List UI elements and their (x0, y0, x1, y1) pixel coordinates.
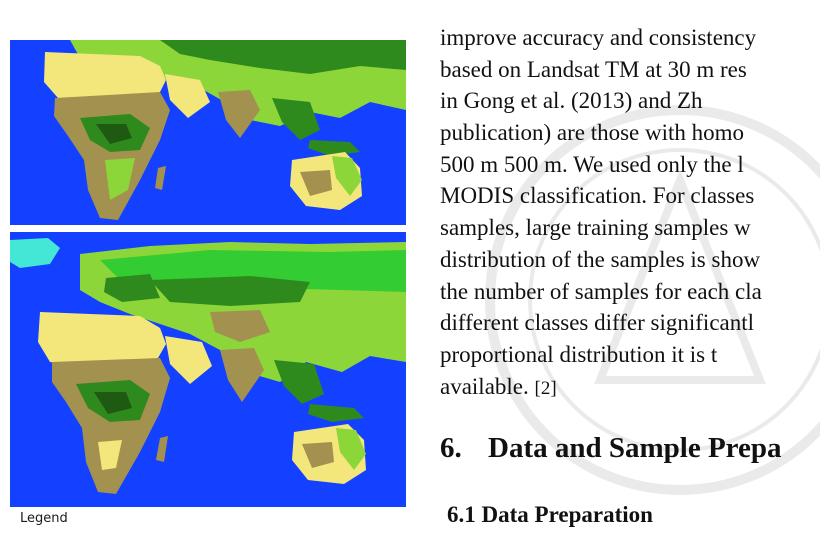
body-text-line: proportional distribution it is t (440, 341, 718, 367)
india-landmass (218, 90, 260, 138)
siberian-forest (150, 276, 310, 306)
citation-reference: [2] (534, 377, 557, 399)
southern-africa-grassland (105, 158, 135, 200)
body-text-line: improve accuracy and consistency (440, 25, 757, 50)
map-top-graphic (10, 40, 406, 225)
land-cover-map-bottom (10, 232, 406, 507)
subsection-heading: 6.1 Data Preparation (447, 502, 653, 527)
australia-savanna (302, 442, 334, 468)
map-bottom-graphic (10, 232, 406, 507)
body-text-line: based on Landsat TM at 30 m res (440, 56, 747, 82)
australia-east-grassland (332, 156, 362, 196)
body-text-line: in Gong et al. (2013) and Zh (440, 88, 703, 114)
section-number: 6. (440, 432, 462, 464)
japan-korea-region (340, 322, 380, 354)
southeast-asia-forest (274, 360, 324, 404)
body-text-line: MODIS classification. For classes (440, 183, 755, 209)
arabian-desert (165, 74, 210, 118)
india-landmass (220, 348, 264, 402)
indonesia-islands (308, 140, 360, 156)
madagascar (156, 436, 168, 462)
land-cover-map-top (10, 40, 406, 225)
arabian-desert (165, 336, 212, 384)
body-text-last-line: available. [2] (440, 371, 820, 403)
sahara-desert (38, 312, 166, 368)
body-text-line: different classes differ significantl (440, 310, 755, 336)
indonesia-islands (308, 404, 364, 422)
congo-dense-forest (94, 392, 132, 414)
section-title: Data and Sample Prepa (488, 432, 782, 464)
body-text-line: the number of samples for each cla (440, 278, 762, 304)
central-asia-steppe (210, 310, 270, 342)
body-text-line: available. (440, 373, 529, 399)
figure-legend-label: Legend (20, 511, 68, 526)
section-heading: 6. Data and Sample Prepa (440, 432, 820, 465)
madagascar (155, 166, 166, 190)
body-text-line: distribution of the samples is show (440, 246, 761, 272)
southeast-asia-forest (272, 98, 320, 140)
australia-east-grassland (336, 428, 366, 470)
body-text-line: 500 m 500 m. We used only the l (440, 151, 744, 177)
boreal-forest (160, 40, 406, 74)
australia-savanna (300, 170, 332, 196)
congo-dense-forest (96, 124, 132, 144)
sahara-desert (44, 52, 166, 102)
body-text-line: publication) are those with homo (440, 120, 745, 146)
body-text-line: samples, large training samples w (440, 215, 751, 241)
greenland-ice (10, 238, 60, 268)
body-text-column: improve accuracy and consistency based o… (440, 22, 820, 402)
kalahari-desert (98, 440, 122, 470)
european-forest (104, 274, 160, 302)
